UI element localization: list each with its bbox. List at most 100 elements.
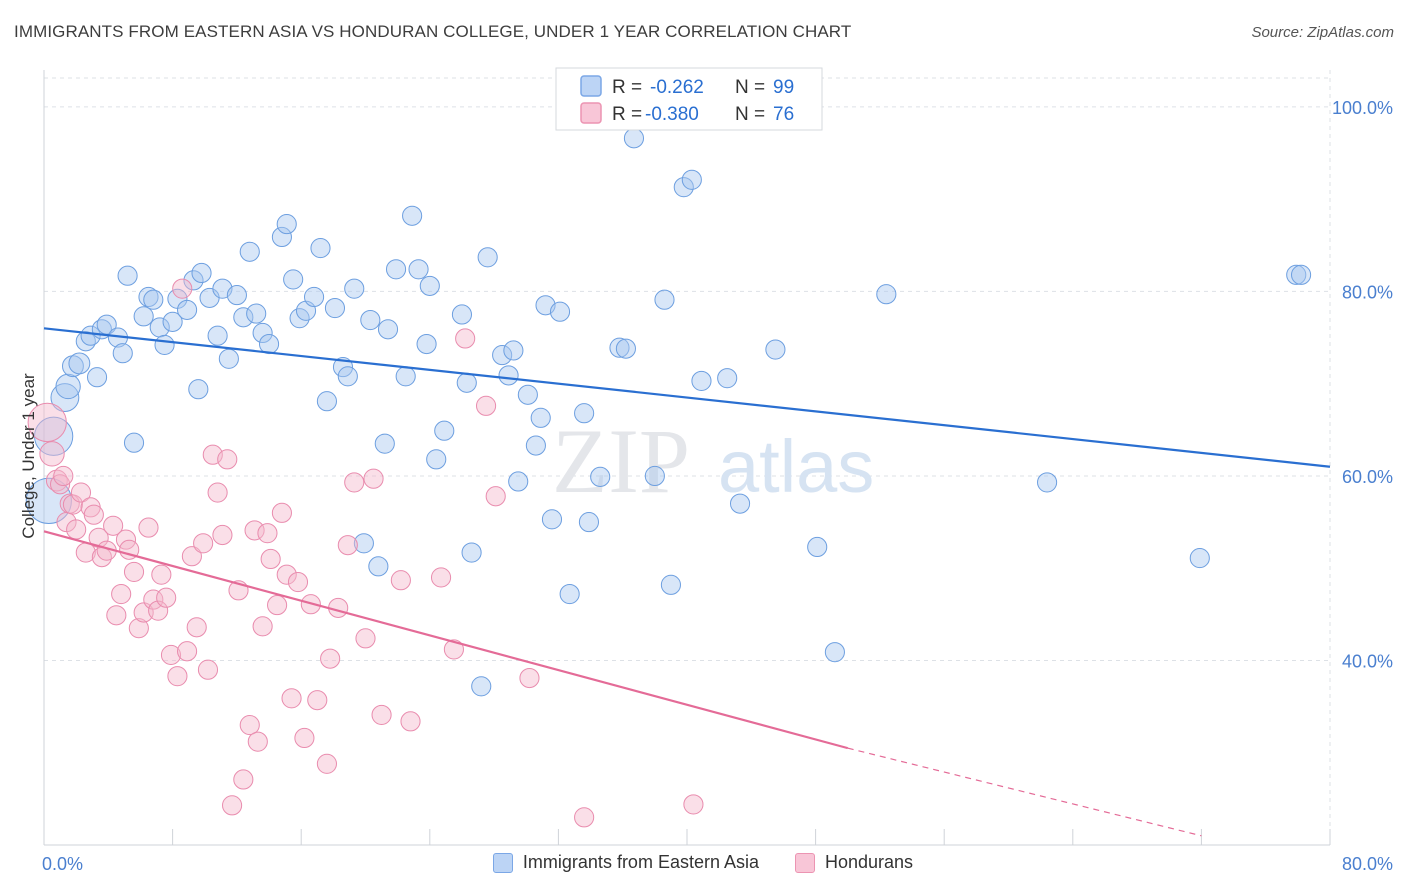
point-hondurans (574, 807, 595, 828)
point-hondurans (390, 570, 411, 591)
point-eastern-asia (517, 384, 538, 405)
point-hondurans (66, 519, 87, 540)
point-hondurans (148, 600, 169, 621)
legend-r-label-1: R = (612, 77, 642, 98)
legend-swatch-eastern-asia (492, 852, 513, 873)
point-eastern-asia (644, 465, 665, 487)
legend-swatch-pink (580, 102, 602, 124)
point-eastern-asia (807, 536, 828, 558)
point-eastern-asia (765, 339, 786, 360)
point-hondurans (138, 517, 159, 538)
y-axis-label: College, Under 1 year (19, 373, 38, 539)
point-eastern-asia (133, 306, 154, 327)
point-eastern-asia (374, 433, 395, 454)
point-hondurans (181, 546, 202, 567)
legend-n-value-2: 76 (773, 104, 794, 125)
point-eastern-asia (191, 262, 212, 284)
point-eastern-asia (154, 334, 175, 356)
point-eastern-asia (623, 128, 645, 149)
point-eastern-asia (1290, 264, 1312, 285)
point-eastern-asia (461, 542, 482, 563)
point-eastern-asia (246, 303, 267, 324)
point-eastern-asia (177, 299, 198, 320)
point-eastern-asia (402, 205, 423, 226)
legend-r-value-2: -0.380 (645, 104, 699, 125)
point-eastern-asia (395, 366, 416, 387)
point-eastern-asia (876, 284, 897, 305)
point-eastern-asia (117, 265, 138, 286)
point-hondurans (485, 486, 506, 507)
point-eastern-asia (434, 420, 455, 441)
point-hondurans (151, 564, 172, 585)
point-eastern-asia (419, 275, 440, 296)
point-eastern-asia (503, 340, 524, 361)
point-eastern-asia (408, 259, 429, 280)
point-eastern-asia (615, 338, 636, 359)
point-eastern-asia (578, 512, 600, 533)
point-hondurans (287, 571, 309, 593)
point-eastern-asia (239, 241, 260, 262)
point-eastern-asia (324, 297, 346, 319)
point-eastern-asia (541, 509, 563, 530)
point-hondurans (271, 502, 292, 523)
legend-item-eastern-asia: Immigrants from Eastern Asia (492, 852, 759, 873)
point-hondurans (443, 639, 464, 660)
point-eastern-asia (271, 226, 292, 248)
chart-source: Source: ZipAtlas.com (1251, 24, 1394, 41)
series-hondurans-points (27, 278, 704, 828)
y-tick-label-3: 100.0% (1332, 98, 1393, 118)
point-hondurans (39, 441, 65, 467)
point-eastern-asia (451, 304, 473, 325)
point-hondurans (172, 278, 193, 299)
point-hondurans (239, 714, 260, 736)
point-eastern-asia (86, 367, 108, 388)
point-hondurans (475, 395, 497, 416)
point-eastern-asia (258, 333, 280, 355)
point-hondurans (197, 659, 219, 680)
point-eastern-asia (549, 301, 571, 322)
point-hondurans (344, 472, 365, 493)
point-eastern-asia (691, 370, 712, 391)
point-hondurans (683, 794, 704, 815)
point-hondurans (430, 567, 452, 588)
point-eastern-asia (377, 319, 399, 340)
point-eastern-asia (162, 311, 183, 332)
point-hondurans (316, 753, 337, 774)
point-hondurans (355, 628, 376, 649)
point-hondurans (455, 328, 476, 349)
correlation-legend: R = -0.262 N = 99 R = -0.380 N = 76 (555, 67, 823, 131)
point-hondurans (363, 468, 384, 489)
point-eastern-asia (123, 432, 145, 453)
point-eastern-asia (492, 345, 513, 366)
point-hondurans (193, 533, 214, 554)
x-tick-labels: 0.0% 80.0% (42, 854, 1393, 874)
y-tick-label-0: 40.0% (1342, 651, 1393, 671)
point-hondurans (244, 520, 265, 541)
point-eastern-asia (498, 365, 519, 386)
point-hondurans (186, 617, 207, 638)
watermark: ZIP atlas (552, 410, 874, 512)
point-hondurans (111, 583, 132, 605)
trend-lines (43, 327, 1331, 837)
x-tick-label-0: 0.0% (42, 854, 83, 874)
point-eastern-asia (360, 309, 381, 331)
point-hondurans (103, 515, 124, 536)
trend-line-eastern-asia (43, 327, 1331, 468)
point-eastern-asia (1286, 264, 1307, 285)
point-eastern-asia (673, 177, 694, 198)
point-eastern-asia (50, 383, 80, 412)
point-eastern-asia (188, 379, 209, 400)
legend-n-label-1: N = (735, 77, 765, 98)
point-eastern-asia (654, 289, 675, 310)
point-eastern-asia (559, 583, 580, 605)
point-eastern-asia (729, 493, 751, 514)
point-hondurans (160, 644, 182, 666)
point-hondurans (143, 589, 164, 610)
point-hondurans (62, 494, 84, 515)
point-eastern-asia (508, 471, 529, 492)
point-eastern-asia (207, 325, 228, 346)
point-hondurans (320, 648, 341, 669)
point-hondurans (267, 595, 288, 616)
legend-label-eastern-asia: Immigrants from Eastern Asia (522, 852, 759, 872)
point-eastern-asia (226, 285, 247, 306)
